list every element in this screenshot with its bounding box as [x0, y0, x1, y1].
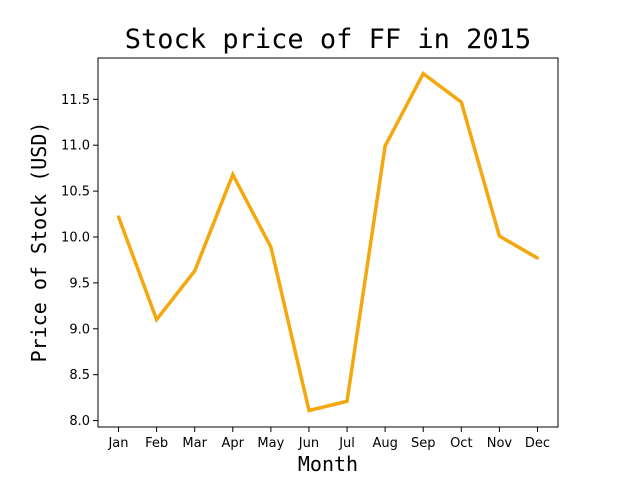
- x-axis-label: Month: [298, 452, 358, 476]
- x-axis: Jan Feb Mar Apr May Jun Jul Aug Sep Oct Nov Dec: [107, 427, 550, 451]
- plot-area-frame: [97, 57, 559, 428]
- data-point: [269, 245, 273, 249]
- data-point: [193, 269, 197, 273]
- x-tick-label: Jul: [338, 436, 355, 451]
- y-tick-label: 10.5: [61, 185, 90, 200]
- y-tick-label: 9.0: [69, 322, 90, 337]
- data-point: [383, 144, 387, 148]
- y-axis: 8.0 8.5 9.0 9.5 10.0 10.5 11.0 11.5: [61, 93, 98, 429]
- data-point: [497, 234, 501, 238]
- data-point: [421, 72, 425, 76]
- chart-title: Stock price of FF in 2015: [125, 24, 531, 55]
- x-tick-label: Sep: [411, 436, 436, 451]
- x-tick-label: Nov: [487, 436, 513, 451]
- y-tick-label: 10.0: [61, 230, 90, 245]
- y-tick-label: 11.5: [61, 93, 90, 108]
- data-point: [155, 318, 159, 322]
- x-tick-label: Oct: [450, 436, 472, 451]
- x-tick-label: Dec: [525, 436, 550, 451]
- x-tick-label: Mar: [182, 436, 207, 451]
- x-tick-label: Aug: [372, 436, 397, 451]
- y-tick-label: 9.5: [69, 276, 90, 291]
- x-tick-label: May: [257, 436, 284, 451]
- data-point: [459, 100, 463, 104]
- y-tick-label: 8.0: [69, 414, 90, 429]
- data-point: [307, 408, 311, 412]
- x-tick-label: Jun: [298, 436, 319, 451]
- series-line: [116, 70, 539, 413]
- data-point: [117, 215, 120, 219]
- data-point: [345, 399, 349, 403]
- data-point: [536, 256, 539, 260]
- series-group: [116, 70, 539, 413]
- x-tick-label: Jan: [107, 436, 128, 451]
- y-tick-label: 11.0: [61, 139, 90, 154]
- x-tick-label: Feb: [145, 436, 168, 451]
- y-tick-label: 8.5: [69, 368, 90, 383]
- y-axis-label: Price of Stock (USD): [27, 122, 51, 363]
- x-tick-label: Apr: [222, 436, 245, 451]
- data-point: [231, 173, 235, 177]
